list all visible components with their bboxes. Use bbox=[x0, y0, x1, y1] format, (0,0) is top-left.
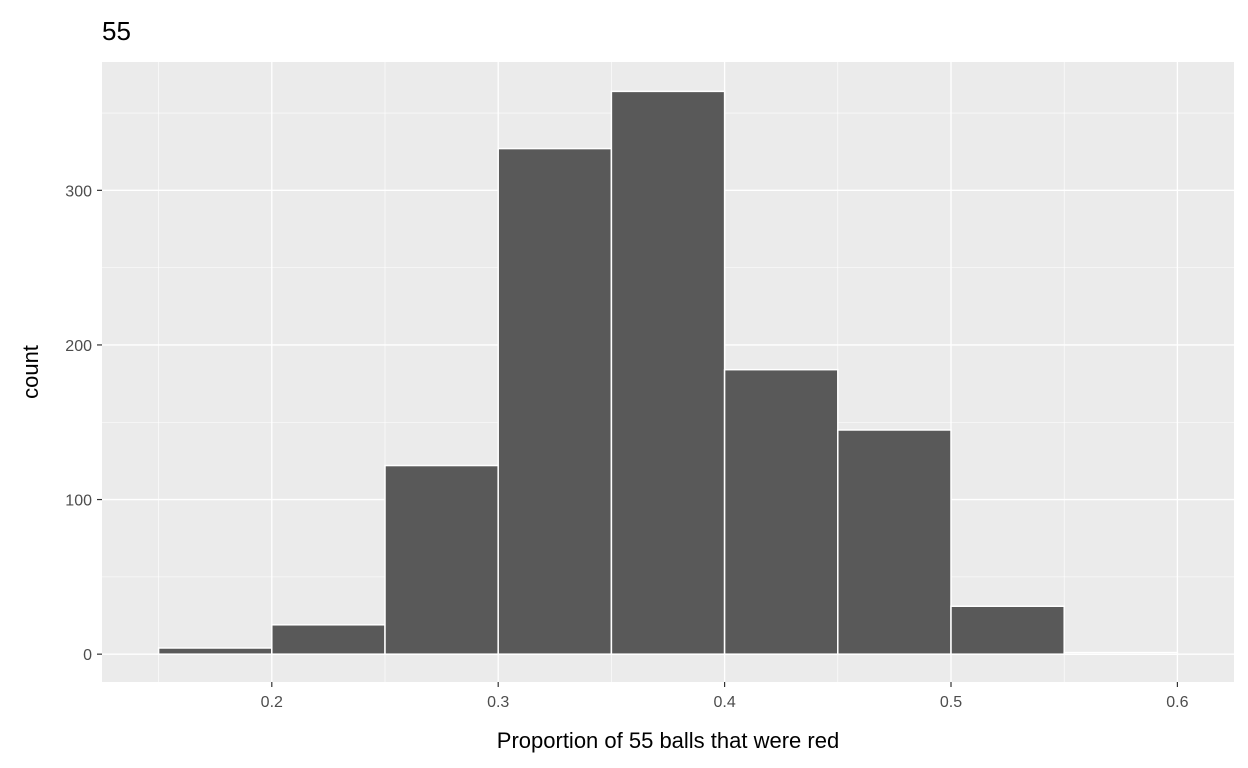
histogram-bar bbox=[837, 429, 952, 655]
histogram-bar bbox=[157, 647, 273, 655]
y-axis-label: count bbox=[18, 345, 43, 399]
x-tick-label: 0.6 bbox=[1166, 694, 1188, 711]
y-tick-label: 200 bbox=[65, 338, 92, 355]
histogram-bar bbox=[384, 464, 499, 655]
y-tick-label: 300 bbox=[65, 183, 92, 200]
histogram-bar bbox=[723, 368, 839, 655]
x-tick-label: 0.4 bbox=[713, 694, 735, 711]
chart-title: 55 bbox=[102, 16, 131, 46]
x-tick-label: 0.2 bbox=[261, 694, 283, 711]
histogram-bar bbox=[1063, 651, 1179, 655]
histogram-bar bbox=[271, 624, 386, 655]
x-tick-label: 0.5 bbox=[940, 694, 962, 711]
y-tick-label: 0 bbox=[83, 647, 92, 664]
histogram-bar bbox=[950, 605, 1065, 655]
y-tick-label: 100 bbox=[65, 493, 92, 510]
histogram-bar bbox=[497, 147, 613, 655]
x-axis-label: Proportion of 55 balls that were red bbox=[497, 728, 839, 753]
x-tick-label: 0.3 bbox=[487, 694, 509, 711]
histogram-bar bbox=[610, 90, 726, 655]
